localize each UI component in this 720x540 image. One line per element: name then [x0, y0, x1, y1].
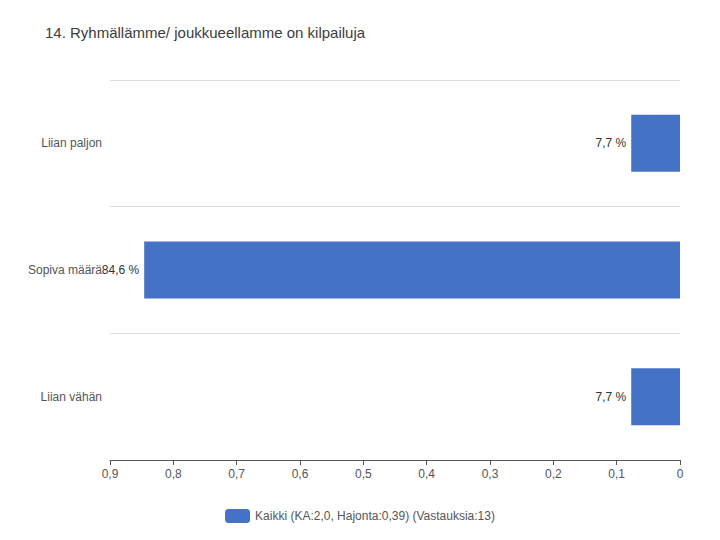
svg-text:7,7 %: 7,7 %: [596, 136, 627, 150]
svg-text:84,6 %: 84,6 %: [102, 263, 140, 277]
svg-text:0,6: 0,6: [292, 467, 309, 481]
svg-text:Liian vähän: Liian vähän: [41, 390, 102, 404]
svg-text:0,3: 0,3: [482, 467, 499, 481]
svg-text:14. Ryhmällämme/ joukkueellamm: 14. Ryhmällämme/ joukkueellamme on kilpa…: [45, 24, 366, 41]
svg-text:0,2: 0,2: [545, 467, 562, 481]
svg-text:0,7: 0,7: [228, 467, 245, 481]
svg-text:Kaikki (KA:2,0, Hajonta:0,39): Kaikki (KA:2,0, Hajonta:0,39) (Vastauksi…: [255, 509, 495, 523]
svg-text:0,5: 0,5: [355, 467, 372, 481]
svg-text:Sopiva määrä: Sopiva määrä: [28, 263, 102, 277]
svg-text:0,1: 0,1: [608, 467, 625, 481]
svg-text:Liian paljon: Liian paljon: [41, 136, 102, 150]
svg-text:7,7 %: 7,7 %: [596, 390, 627, 404]
svg-text:0,4: 0,4: [418, 467, 435, 481]
svg-text:0: 0: [677, 467, 684, 481]
svg-text:0,8: 0,8: [165, 467, 182, 481]
svg-text:0,9: 0,9: [102, 467, 119, 481]
